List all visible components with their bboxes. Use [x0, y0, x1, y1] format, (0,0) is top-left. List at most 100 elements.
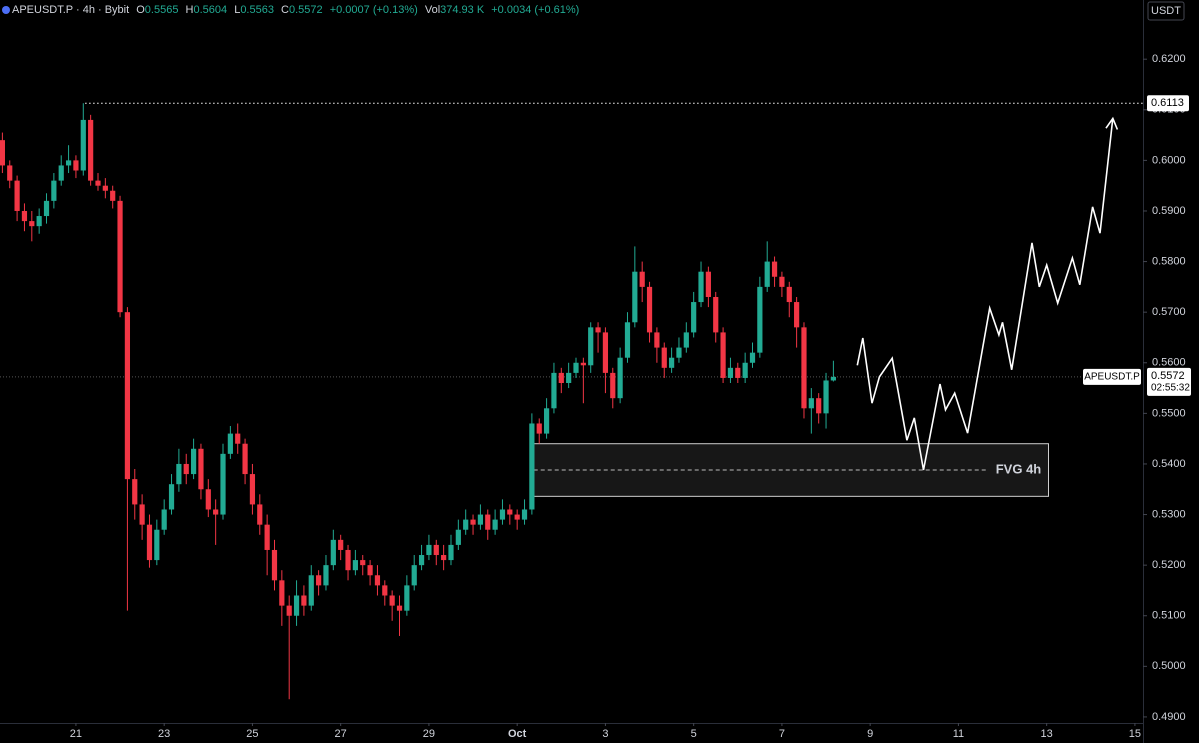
- candle-body: [749, 352, 756, 363]
- candle-body: [418, 555, 425, 566]
- l-value: 0.5563: [240, 4, 274, 16]
- candle-body: [110, 190, 116, 201]
- symbol-tag: [1083, 368, 1141, 385]
- candle-body: [301, 595, 307, 606]
- candle-body: [566, 372, 572, 384]
- candle-body: [43, 200, 50, 217]
- l-label: L: [234, 4, 240, 16]
- candle-body: [286, 605, 292, 616]
- candle-body: [29, 221, 35, 227]
- candle-body: [624, 322, 631, 358]
- candle-body: [198, 448, 204, 490]
- candle-body: [521, 509, 528, 520]
- candle-body: [154, 529, 160, 561]
- x-tick-label: 23: [158, 728, 170, 740]
- candle-body: [213, 509, 219, 515]
- candle-body: [205, 489, 211, 510]
- candle-body: [360, 560, 366, 566]
- x-tick-label: 9: [867, 728, 873, 740]
- projection-path: [856, 118, 1114, 471]
- y-tick-label: 0.5600: [1152, 357, 1186, 369]
- candle-body: [543, 408, 550, 434]
- legend-header: APEUSDT.P · 4h · Bybit O0.5565 H0.5604 L…: [12, 4, 579, 16]
- candle-body: [742, 362, 748, 378]
- candle-body: [816, 398, 822, 414]
- projection-arrowhead: [1105, 116, 1119, 130]
- vol-change: +0.0034 (+0.61%): [491, 4, 579, 16]
- y-tick-label: 0.5200: [1152, 559, 1186, 571]
- candle-body: [485, 514, 491, 530]
- x-tick-label: 11: [953, 728, 964, 740]
- candle-body: [617, 357, 623, 399]
- x-tick-label: 5: [691, 728, 697, 740]
- c-label: C: [281, 4, 289, 16]
- countdown: 02:55:32: [1151, 383, 1190, 394]
- candle-body: [389, 595, 395, 606]
- candle-body: [588, 327, 594, 366]
- currency-box[interactable]: [1147, 1, 1185, 21]
- candle-body: [168, 484, 175, 510]
- candle-body: [382, 585, 388, 596]
- candle-body: [669, 357, 675, 368]
- candle-body: [80, 119, 86, 171]
- symbol-icon: [2, 6, 10, 14]
- y-tick-label: 0.6000: [1152, 154, 1186, 166]
- candle-body: [433, 544, 439, 556]
- candle-body: [124, 312, 131, 480]
- candle-body: [683, 332, 689, 348]
- candle-body: [264, 524, 270, 550]
- candle-body: [293, 595, 300, 616]
- candle-body: [507, 509, 513, 515]
- candle-body: [220, 453, 226, 515]
- symbol: APEUSDT.P · 4h · Bybit: [12, 4, 129, 16]
- candle-body: [183, 463, 189, 475]
- candle-body: [558, 372, 564, 384]
- candle-body: [235, 433, 241, 444]
- candle-body: [102, 185, 108, 191]
- candle-body: [448, 544, 454, 561]
- candle-body: [58, 165, 64, 181]
- last-price-label: 0.5572: [1151, 370, 1185, 382]
- y-tick-label: 0.5800: [1152, 255, 1186, 267]
- candle-body: [404, 585, 410, 611]
- candle-body: [691, 302, 697, 333]
- y-tick-label: 0.5900: [1152, 205, 1186, 217]
- candle-body: [676, 347, 682, 358]
- x-tick-label: 7: [779, 728, 785, 740]
- candle-body: [830, 376, 836, 381]
- y-tick-label: 0.5300: [1152, 508, 1186, 520]
- candle-body: [65, 160, 72, 166]
- candle-body: [14, 180, 20, 211]
- candle-body: [639, 271, 645, 287]
- x-tick-label: Oct: [508, 728, 527, 740]
- candle-body: [610, 372, 616, 399]
- change: +0.0007 (+0.13%): [330, 4, 418, 16]
- candle-body: [529, 423, 535, 510]
- x-tick-label: 15: [1129, 728, 1141, 740]
- candle-body: [279, 580, 285, 606]
- candle-body: [580, 362, 586, 366]
- x-tick-label: 27: [335, 728, 347, 740]
- x-tick-label: 25: [246, 728, 258, 740]
- candle-body: [345, 549, 351, 571]
- candle-body: [352, 560, 358, 571]
- level-tag-label: 0.6113: [1151, 97, 1184, 109]
- candle-body: [146, 524, 153, 561]
- candle-body: [88, 119, 94, 181]
- o-label: O: [136, 4, 145, 16]
- h-value: 0.5604: [193, 4, 227, 16]
- c-value: 0.5572: [289, 4, 323, 16]
- y-tick-label: 0.5100: [1152, 610, 1186, 622]
- candle-body: [727, 367, 734, 378]
- candle-body: [551, 372, 557, 409]
- candle-body: [573, 362, 579, 373]
- candle-body: [21, 210, 28, 222]
- candle-body: [411, 565, 417, 586]
- candle-body: [316, 575, 322, 586]
- y-tick-label: 0.5400: [1152, 458, 1186, 470]
- candle-body: [249, 474, 256, 505]
- candle-body: [190, 448, 197, 475]
- candle-body: [73, 160, 79, 171]
